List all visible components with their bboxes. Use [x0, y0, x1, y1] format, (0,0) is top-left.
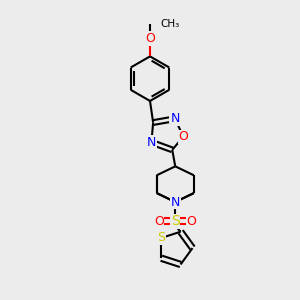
Text: O: O: [187, 215, 196, 228]
Text: CH₃: CH₃: [160, 19, 180, 29]
Text: S: S: [171, 214, 180, 228]
FancyBboxPatch shape: [181, 133, 189, 141]
FancyBboxPatch shape: [146, 138, 154, 146]
FancyBboxPatch shape: [146, 34, 154, 43]
Text: O: O: [145, 32, 155, 45]
FancyBboxPatch shape: [157, 234, 166, 242]
Text: O: O: [154, 215, 164, 228]
FancyBboxPatch shape: [170, 217, 180, 226]
Text: N: N: [170, 112, 180, 125]
FancyBboxPatch shape: [171, 198, 180, 206]
Text: O: O: [178, 130, 188, 143]
FancyBboxPatch shape: [188, 217, 196, 226]
FancyBboxPatch shape: [169, 115, 178, 123]
FancyBboxPatch shape: [155, 217, 163, 226]
Text: S: S: [157, 232, 165, 244]
Text: N: N: [147, 136, 156, 149]
Text: N: N: [171, 196, 180, 208]
